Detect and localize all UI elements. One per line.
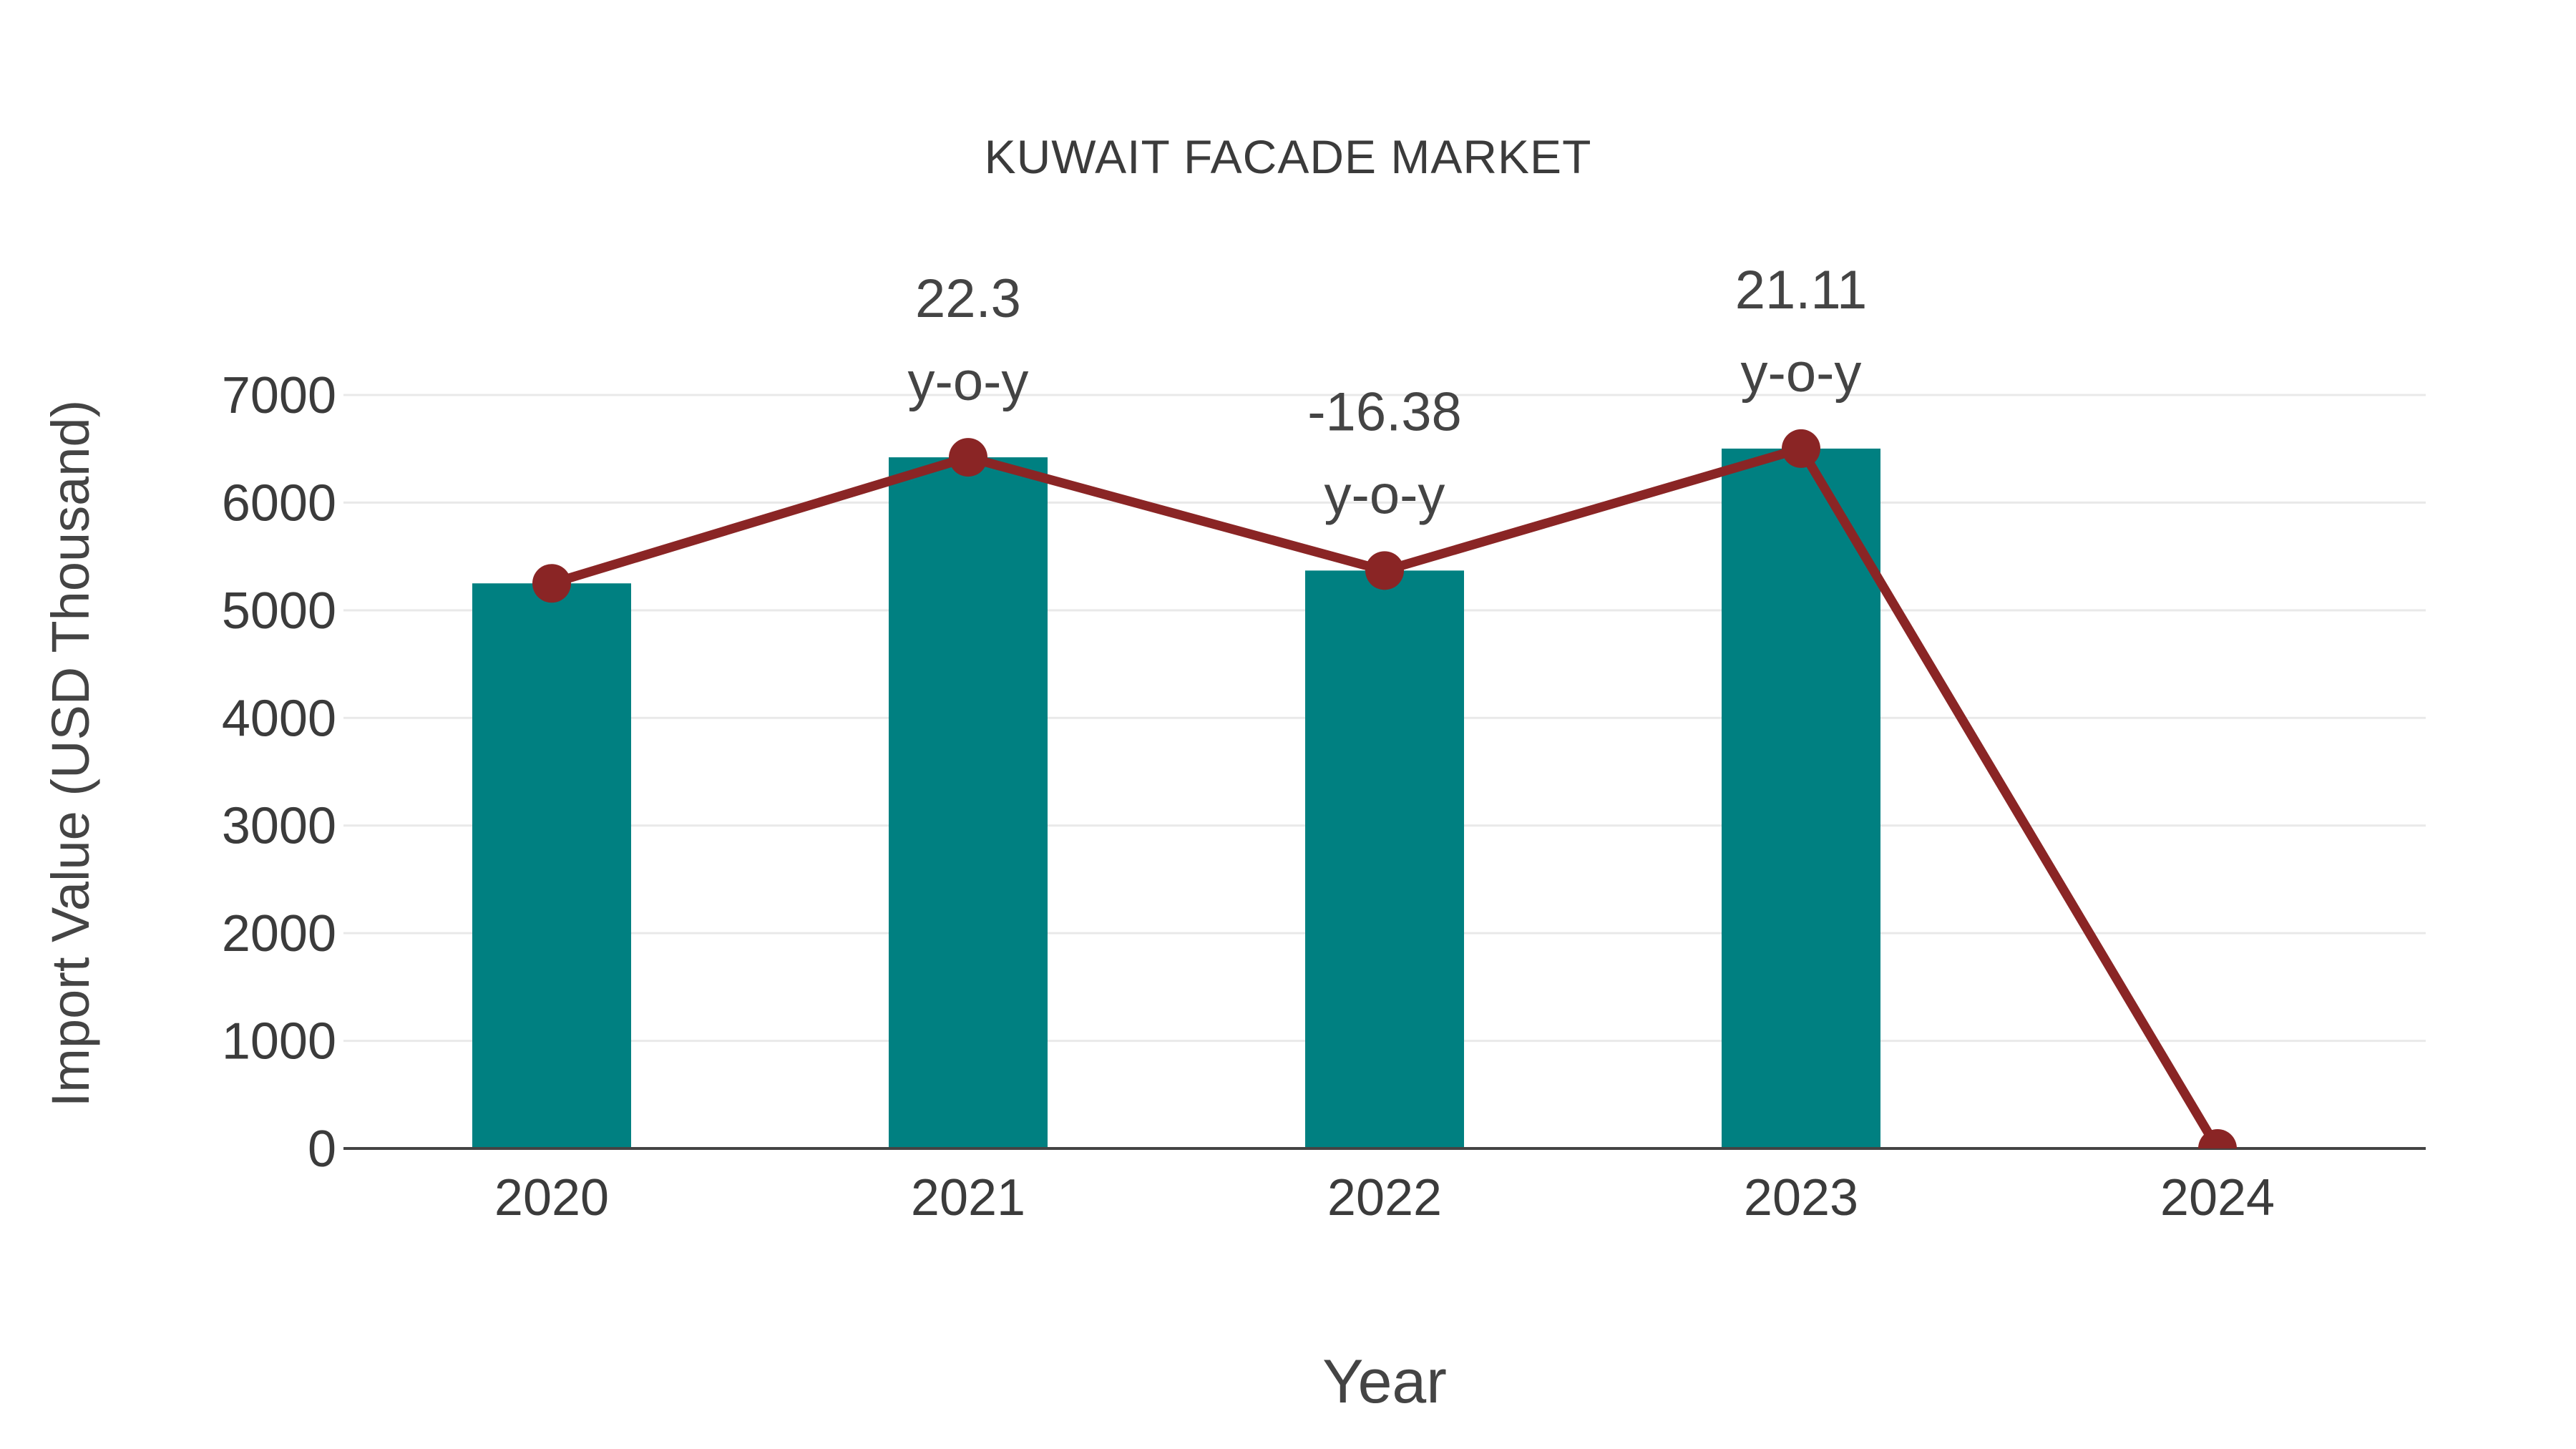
bar-2021: [889, 457, 1048, 1148]
marker-2023: [1782, 429, 1820, 468]
annotation-2022-label: y-o-y: [1324, 464, 1445, 525]
x-axis-title: Year: [1322, 1347, 1447, 1416]
x-tick-2024: 2024: [2160, 1169, 2275, 1226]
marker-2021: [949, 438, 987, 477]
y-axis-title: Import Value (USD Thousand): [41, 400, 100, 1108]
x-tick-2021: 2021: [911, 1169, 1025, 1226]
bar-2023: [1722, 448, 1880, 1148]
y-tick-3000: 3000: [222, 798, 336, 855]
y-tick-5000: 5000: [222, 582, 336, 640]
y-tick-6000: 6000: [222, 474, 336, 532]
annotation-2021-label: y-o-y: [908, 351, 1029, 412]
x-tick-2023: 2023: [1744, 1169, 1858, 1226]
bar-2022: [1305, 570, 1464, 1148]
chart-series-layer: 0 1000 2000 3000 4000 5000 6000 7000 2020 2021 202…: [222, 260, 2426, 1226]
y-tick-7000: 7000: [222, 367, 336, 424]
chart-title: KUWAIT FACADE MARKET: [985, 130, 1592, 183]
x-tick-2020: 2020: [494, 1169, 609, 1226]
y-tick-2000: 2000: [222, 905, 336, 962]
annotation-2021-value: 22.3: [915, 268, 1021, 329]
marker-2022: [1365, 551, 1404, 590]
trend-line-group: [532, 429, 2237, 1148]
x-tick-2022: 2022: [1327, 1169, 1442, 1226]
annotation-2023-label: y-o-y: [1741, 343, 1862, 404]
annotation-2022-value: -16.38: [1307, 381, 1462, 442]
bar-2020: [472, 583, 631, 1148]
marker-2020: [532, 564, 571, 603]
y-tick-1000: 1000: [222, 1013, 336, 1070]
y-tick-0: 0: [308, 1121, 336, 1178]
annotation-2023-value: 21.11: [1735, 260, 1868, 321]
y-tick-4000: 4000: [222, 690, 336, 747]
marker-2024: [2198, 1129, 2237, 1148]
